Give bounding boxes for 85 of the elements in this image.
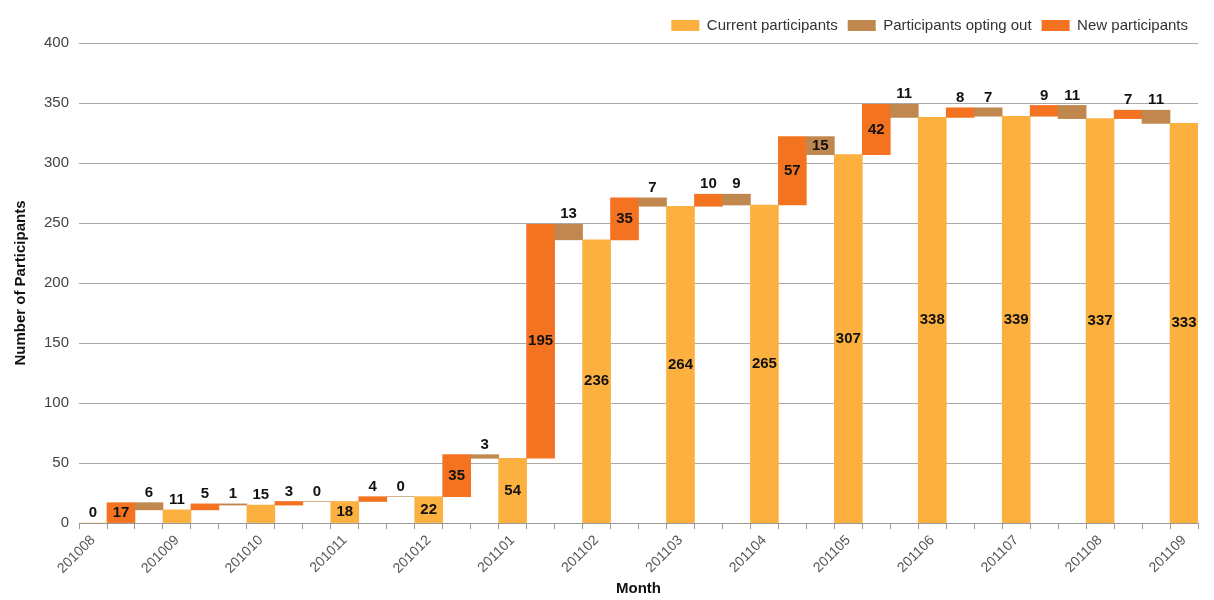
- data-label: 57: [784, 160, 801, 178]
- data-label: 3: [480, 434, 489, 452]
- bar: [470, 454, 499, 459]
- bar: [945, 107, 975, 118]
- data-label: 333: [1171, 313, 1197, 331]
- y-tick-label: 200: [44, 273, 70, 291]
- data-label: 15: [812, 135, 829, 153]
- y-tick-label: 400: [44, 33, 70, 51]
- data-label: 8: [956, 87, 965, 105]
- data-label: 7: [648, 177, 657, 195]
- bar: [778, 136, 807, 206]
- y-tick-label: 50: [52, 453, 70, 471]
- data-label: 4: [368, 476, 378, 494]
- bar: [526, 223, 555, 459]
- data-label: 10: [700, 174, 717, 192]
- data-label: 18: [336, 502, 354, 520]
- y-tick-label: 150: [44, 333, 70, 351]
- data-label: 11: [896, 84, 913, 102]
- data-label: 0: [88, 503, 98, 521]
- bar: [917, 117, 947, 523]
- bar: [162, 509, 192, 523]
- data-label: 9: [1039, 85, 1049, 103]
- y-tick-label: 300: [44, 153, 70, 171]
- data-label: 7: [984, 87, 993, 105]
- bar: [1057, 105, 1087, 119]
- bar: [610, 197, 639, 241]
- data-label: 338: [919, 310, 945, 328]
- data-label: 35: [616, 208, 633, 226]
- bar: [554, 223, 583, 241]
- legend-label: Participants opting out: [883, 15, 1033, 33]
- bar: [498, 457, 527, 523]
- data-label: 35: [448, 465, 466, 483]
- data-label: 265: [751, 353, 777, 371]
- data-label: 22: [420, 499, 438, 517]
- bar: [694, 193, 723, 207]
- bar: [861, 103, 891, 155]
- data-label: 15: [252, 485, 270, 503]
- data-label: 42: [867, 119, 885, 137]
- bar: [582, 239, 611, 523]
- bar: [889, 103, 919, 118]
- data-label: 339: [1003, 309, 1029, 327]
- bar: [666, 205, 695, 523]
- bar: [1085, 118, 1115, 523]
- data-label: 0: [396, 476, 405, 494]
- data-label: 11: [1148, 90, 1164, 108]
- data-label: 0: [312, 481, 321, 499]
- x-axis-title: Month: [616, 579, 662, 597]
- y-tick-label: 250: [44, 213, 70, 231]
- data-label: 54: [504, 480, 522, 498]
- bar: [1001, 115, 1031, 523]
- bar: [834, 154, 863, 523]
- bar: [638, 197, 667, 207]
- bar: [274, 501, 304, 506]
- bar: [134, 502, 164, 511]
- data-label: 264: [667, 354, 694, 372]
- data-label: 11: [169, 490, 185, 508]
- data-label: 195: [528, 331, 554, 349]
- data-label: 1: [228, 484, 238, 502]
- data-label: 5: [200, 484, 210, 502]
- data-label: 236: [584, 371, 610, 389]
- data-label: 307: [835, 328, 861, 346]
- data-label: 13: [560, 204, 577, 222]
- data-label: 337: [1087, 310, 1113, 328]
- legend-label: New participants: [1077, 15, 1189, 33]
- data-label: 3: [284, 481, 294, 499]
- bar: [750, 204, 779, 523]
- bar: [358, 496, 388, 502]
- data-label: 7: [1123, 90, 1133, 108]
- data-label: 11: [1064, 85, 1081, 103]
- data-label: 17: [112, 502, 130, 520]
- bar: [1169, 123, 1198, 523]
- y-axis-title: Number of Participants: [11, 200, 29, 366]
- bar: [246, 504, 276, 523]
- data-label: 9: [732, 174, 741, 192]
- bar: [442, 454, 471, 498]
- y-tick-label: 100: [44, 393, 70, 411]
- bar: [973, 107, 1003, 117]
- bar: [1113, 109, 1143, 119]
- bar: [1141, 109, 1171, 124]
- bar: [722, 193, 751, 206]
- data-label: 6: [144, 482, 154, 500]
- y-tick-label: 350: [44, 93, 70, 111]
- y-tick-label: 0: [60, 513, 70, 531]
- legend-label: Current participants: [706, 15, 838, 33]
- bar: [1029, 105, 1059, 117]
